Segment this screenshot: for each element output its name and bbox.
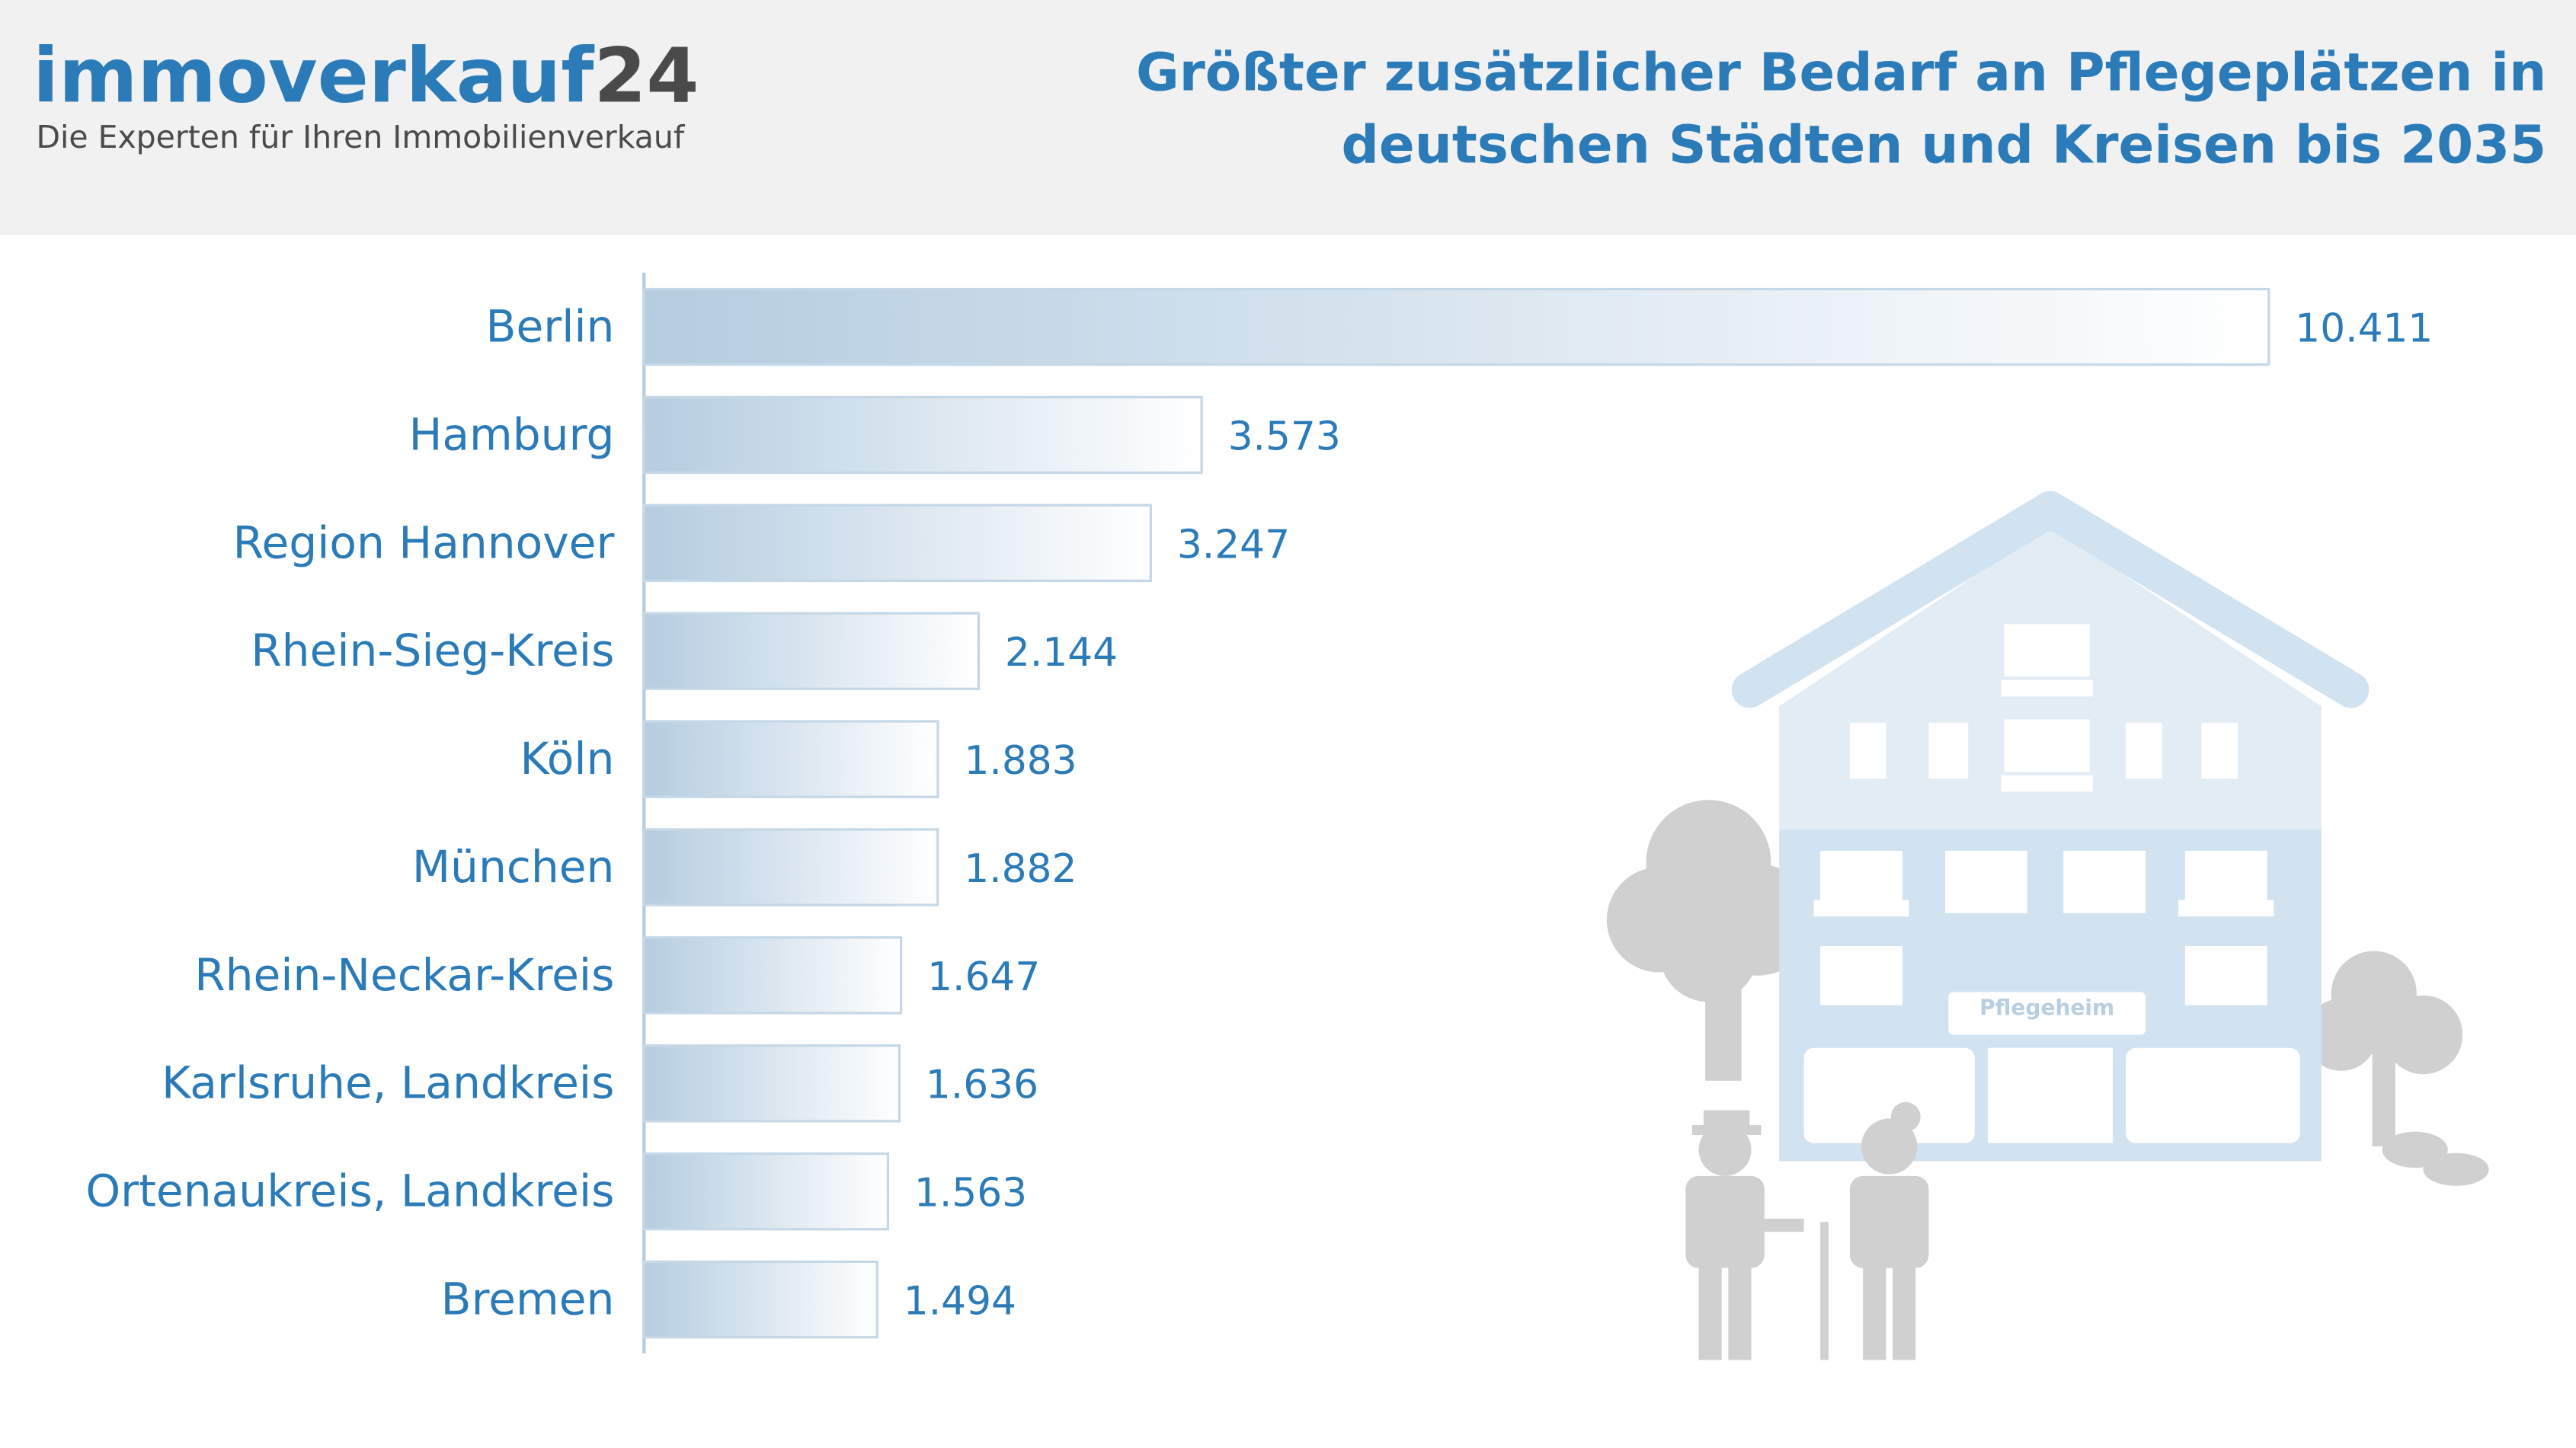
value-label: 3.573 xyxy=(1228,414,1341,459)
value-label: 1.494 xyxy=(904,1278,1016,1324)
category-label: Hamburg xyxy=(409,408,615,460)
category-label: Ortenaukreis, Landkreis xyxy=(85,1165,614,1217)
bar xyxy=(642,612,981,690)
bar xyxy=(642,1260,878,1339)
value-label: 10.411 xyxy=(2295,306,2433,352)
illustration: Pflegeheim xyxy=(1606,491,2489,1360)
logo-number: 24 xyxy=(594,33,699,120)
value-label: 2.144 xyxy=(1005,630,1118,676)
value-label: 1.636 xyxy=(926,1063,1038,1108)
category-label: Berlin xyxy=(486,301,615,353)
logo: immoverkauf24 xyxy=(33,33,699,120)
category-label: Rhein-Sieg-Kreis xyxy=(251,625,614,676)
logo-brand: immoverkauf xyxy=(33,33,595,120)
bar xyxy=(642,287,2270,366)
house: Pflegeheim xyxy=(1731,491,2370,1162)
category-label: Rhein-Neckar-Kreis xyxy=(194,949,614,1001)
people xyxy=(1685,1101,1929,1360)
bar xyxy=(642,828,939,906)
value-label: 1.883 xyxy=(964,738,1077,784)
chart-title: Größter zusätzlicher Bedarf an Pflegeplä… xyxy=(1136,40,2547,176)
category-label: München xyxy=(412,841,615,893)
title-box: Größter zusätzlicher Bedarf an Pflegeplä… xyxy=(1136,40,2547,176)
category-label: Karlsruhe, Landkreis xyxy=(162,1057,614,1109)
header-band xyxy=(0,0,2576,235)
bar xyxy=(642,1152,890,1231)
category-label: Bremen xyxy=(441,1273,615,1325)
bar xyxy=(642,720,939,798)
logo-tagline: Die Experten für Ihren Immobilienverkauf xyxy=(36,119,685,155)
value-label: 3.247 xyxy=(1177,522,1290,567)
house-sign: Pflegeheim xyxy=(1979,996,2114,1021)
bar xyxy=(642,1044,901,1123)
bar xyxy=(642,503,1152,583)
value-label: 1.647 xyxy=(927,954,1040,1000)
category-label: Köln xyxy=(520,733,615,785)
value-label: 1.563 xyxy=(914,1171,1027,1216)
category-label: Region Hannover xyxy=(233,516,615,568)
tree-right xyxy=(2305,951,2489,1186)
bar xyxy=(642,936,903,1015)
value-label: 1.882 xyxy=(964,846,1077,892)
bar xyxy=(642,395,1203,475)
